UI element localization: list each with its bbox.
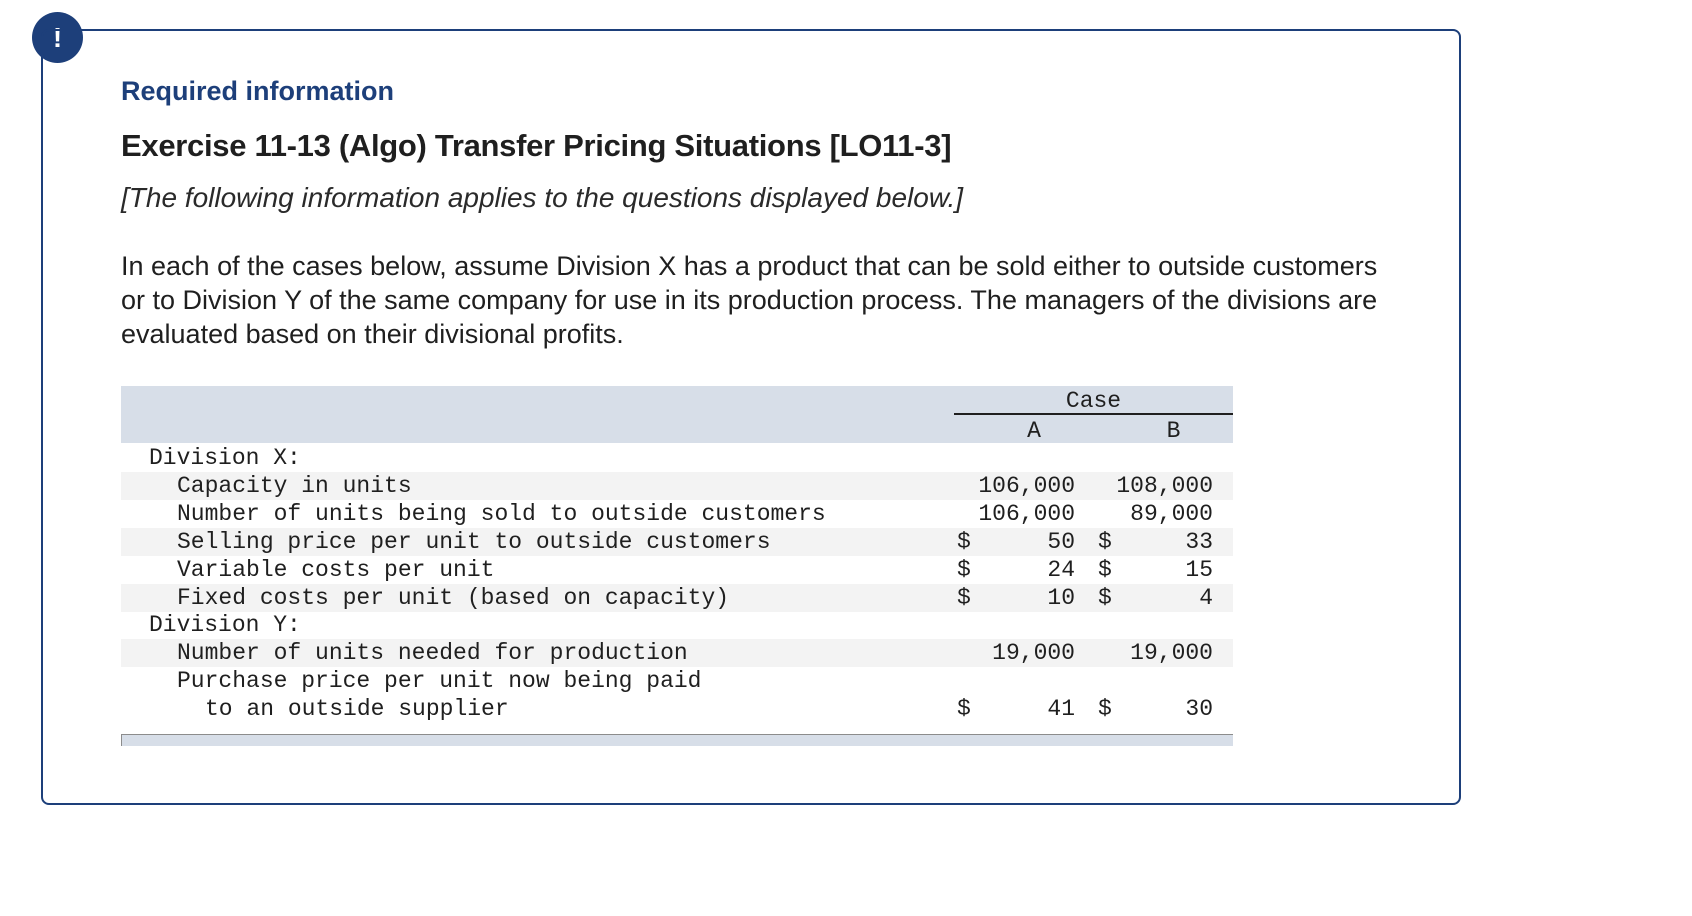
division-y-label: Division Y: (149, 612, 301, 638)
value-a: 19,000 (992, 640, 1075, 666)
currency-a: $ (957, 696, 971, 722)
value-a: 106,000 (978, 501, 1075, 527)
value-b: 15 (1185, 557, 1213, 583)
required-info-heading: Required information (121, 76, 395, 106)
table-row: to an outside supplier $ 41 $ 30 (121, 695, 1233, 723)
table-row: Division X: (121, 444, 1233, 472)
exercise-title: Exercise 11-13 (Algo) Transfer Pricing S… (121, 128, 952, 163)
value-b: 108,000 (1116, 473, 1213, 499)
table-row: Division Y: (121, 611, 1233, 639)
value-b: 4 (1199, 585, 1213, 611)
table-row: Variable costs per unit $ 24 $ 15 (121, 556, 1233, 584)
intro-paragraph: In each of the cases below, assume Divis… (121, 251, 1378, 349)
row-label: Fixed costs per unit (based on capacity) (177, 585, 730, 611)
value-b: 89,000 (1130, 501, 1213, 527)
value-a: 24 (1047, 557, 1075, 583)
table-row: Purchase price per unit now being paid (121, 667, 1233, 695)
value-b: 30 (1185, 696, 1213, 722)
row-label: Number of units needed for production (177, 640, 688, 666)
data-table: Case A B Division X: Capacity in units 1… (121, 386, 1233, 748)
row-label-continued: to an outside supplier (205, 696, 509, 722)
currency-b: $ (1098, 585, 1112, 611)
column-header-b: B (1166, 418, 1181, 444)
value-a: 10 (1047, 585, 1075, 611)
value-b: 33 (1185, 529, 1213, 555)
table-footer (121, 734, 1233, 746)
value-a: 41 (1047, 696, 1075, 722)
value-a: 50 (1047, 529, 1075, 555)
instruction-note: [The following information applies to th… (121, 182, 964, 213)
table-row: Fixed costs per unit (based on capacity)… (121, 584, 1233, 612)
currency-b: $ (1098, 529, 1112, 555)
currency-a: $ (957, 585, 971, 611)
table-header: Case A B (121, 386, 1233, 444)
alert-icon: ! (32, 12, 83, 63)
value-a: 106,000 (978, 473, 1075, 499)
currency-a: $ (957, 557, 971, 583)
table-row: Number of units being sold to outside cu… (121, 500, 1233, 528)
row-label: Selling price per unit to outside custom… (177, 529, 771, 555)
currency-b: $ (1098, 696, 1112, 722)
required-info-card (41, 29, 1461, 805)
row-label: Number of units being sold to outside cu… (177, 501, 826, 527)
row-label: Variable costs per unit (177, 557, 495, 583)
row-label: Capacity in units (177, 473, 412, 499)
column-header-a: A (1027, 418, 1041, 444)
row-label: Purchase price per unit now being paid (177, 668, 702, 694)
table-row: Selling price per unit to outside custom… (121, 528, 1233, 556)
currency-b: $ (1098, 557, 1112, 583)
division-x-label: Division X: (149, 445, 301, 471)
case-group-header: Case (1065, 388, 1122, 414)
table-row: Capacity in units 106,000 108,000 (121, 472, 1233, 500)
value-b: 19,000 (1130, 640, 1213, 666)
currency-a: $ (957, 529, 971, 555)
case-underline (954, 413, 1233, 415)
table-row: Number of units needed for production 19… (121, 639, 1233, 667)
